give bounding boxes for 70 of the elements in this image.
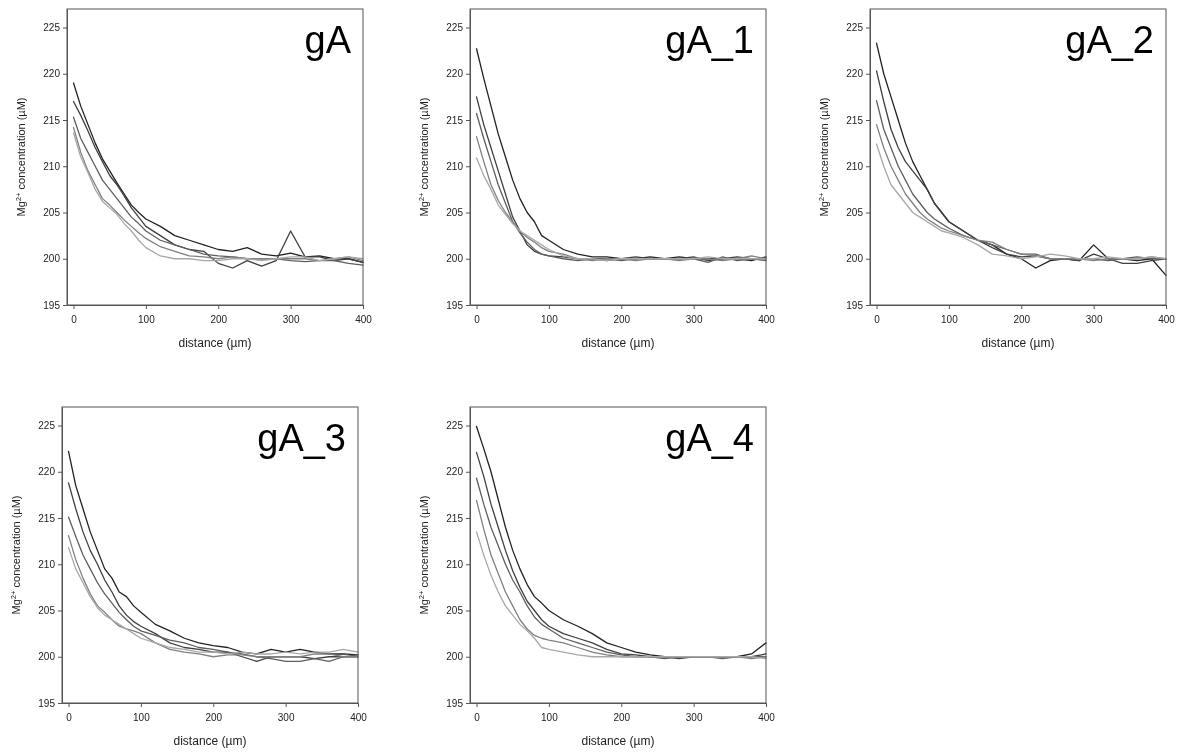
y-tick-label: 210 xyxy=(43,160,61,172)
y-tick-label: 195 xyxy=(446,697,464,709)
y-tick-label: 210 xyxy=(446,558,464,570)
y-tick-label: 205 xyxy=(446,605,464,617)
x-axis-title: distance (µm) xyxy=(581,734,655,748)
chart-title: gA_3 xyxy=(257,417,346,459)
y-tick-label: 215 xyxy=(38,512,56,524)
x-axis-title: distance (µm) xyxy=(981,336,1055,350)
x-tick-label: 200 xyxy=(1013,314,1031,325)
y-tick-label: 210 xyxy=(38,558,56,570)
y-tick-label: 200 xyxy=(43,253,61,265)
x-tick-label: 200 xyxy=(613,314,631,325)
y-tick-label: 205 xyxy=(446,207,464,219)
y-tick-label: 220 xyxy=(38,466,56,478)
x-tick-label: 400 xyxy=(1158,314,1176,325)
x-tick-label: 200 xyxy=(210,314,228,325)
y-tick-label: 215 xyxy=(43,114,61,126)
x-tick-label: 400 xyxy=(350,712,368,723)
x-axis-title: distance (µm) xyxy=(173,734,247,748)
y-tick-label: 205 xyxy=(846,207,864,219)
y-tick-label: 205 xyxy=(38,605,56,617)
x-tick-label: 100 xyxy=(133,712,151,723)
y-tick-label: 200 xyxy=(446,253,464,265)
x-tick-label: 100 xyxy=(941,314,959,325)
x-tick-label: 300 xyxy=(685,712,703,723)
x-tick-label: 100 xyxy=(138,314,156,325)
x-tick-label: 0 xyxy=(71,314,78,325)
x-tick-label: 200 xyxy=(205,712,223,723)
x-tick-label: 400 xyxy=(355,314,373,325)
y-tick-label: 220 xyxy=(43,68,61,80)
chart-title: gA_2 xyxy=(1065,19,1154,61)
y-tick-label: 215 xyxy=(446,512,464,524)
y-tick-label: 195 xyxy=(446,299,464,311)
y-tick-label: 210 xyxy=(446,160,464,172)
x-tick-label: 300 xyxy=(685,314,703,325)
y-tick-label: 225 xyxy=(446,420,464,432)
x-tick-label: 300 xyxy=(1085,314,1103,325)
x-axis-title: distance (µm) xyxy=(581,336,655,350)
chart-title: gA_4 xyxy=(665,417,754,459)
y-tick-label: 225 xyxy=(43,22,61,34)
y-tick-label: 220 xyxy=(446,68,464,80)
y-tick-label: 200 xyxy=(446,651,464,663)
y-tick-label: 220 xyxy=(446,466,464,478)
x-tick-label: 300 xyxy=(282,314,300,325)
y-tick-label: 200 xyxy=(846,253,864,265)
y-tick-label: 200 xyxy=(38,651,56,663)
x-tick-label: 0 xyxy=(474,314,481,325)
x-tick-label: 100 xyxy=(541,314,559,325)
y-tick-label: 210 xyxy=(846,160,864,172)
y-tick-label: 205 xyxy=(43,207,61,219)
chart-title: gA xyxy=(304,19,352,61)
x-tick-label: 0 xyxy=(66,712,73,723)
x-tick-label: 0 xyxy=(874,314,881,325)
x-tick-label: 200 xyxy=(613,712,631,723)
y-tick-label: 225 xyxy=(446,22,464,34)
y-tick-label: 195 xyxy=(846,299,864,311)
x-axis-title: distance (µm) xyxy=(178,336,252,350)
y-tick-label: 195 xyxy=(43,299,61,311)
y-tick-label: 195 xyxy=(38,697,56,709)
x-tick-label: 400 xyxy=(758,712,776,723)
y-tick-label: 220 xyxy=(846,68,864,80)
y-tick-label: 215 xyxy=(446,114,464,126)
x-tick-label: 100 xyxy=(541,712,559,723)
y-tick-label: 225 xyxy=(38,420,56,432)
y-tick-label: 225 xyxy=(846,22,864,34)
x-tick-label: 0 xyxy=(474,712,481,723)
x-tick-label: 300 xyxy=(277,712,295,723)
y-tick-label: 215 xyxy=(846,114,864,126)
chart-title: gA_1 xyxy=(665,19,754,61)
x-tick-label: 400 xyxy=(758,314,776,325)
